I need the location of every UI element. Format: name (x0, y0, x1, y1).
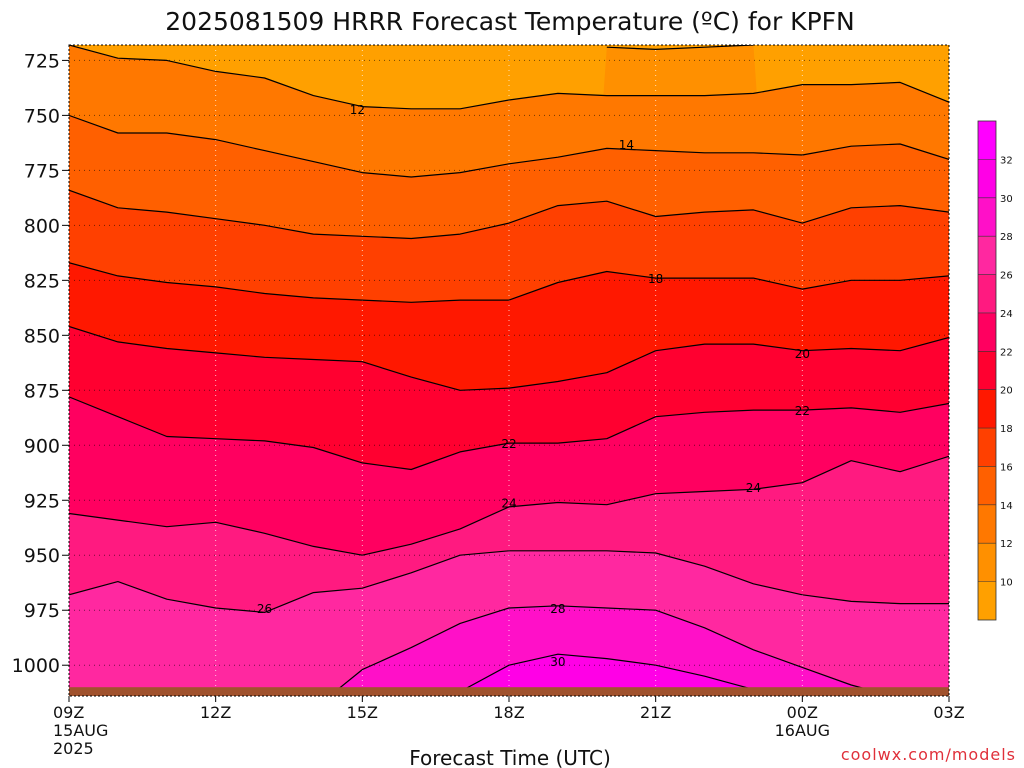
y-tick-label-775: 775 (24, 160, 60, 182)
colorbar-band-12 (978, 121, 996, 160)
isotherm-24 (69, 455, 949, 556)
colorbar-band-4 (978, 428, 996, 467)
y-tick-label-1000: 1000 (12, 655, 60, 677)
colorbar-band-7 (978, 312, 996, 352)
contour-label-26: 26 (257, 602, 272, 616)
isotherm-10 (606, 45, 754, 50)
y-tick-label-900: 900 (24, 435, 60, 457)
isotherm-22 (69, 396, 949, 471)
contour-label-18: 18 (648, 272, 663, 286)
colorbar-label-20: 20 (1000, 386, 1013, 397)
grid-layer (69, 45, 949, 696)
colorbar-label-30: 30 (1000, 194, 1013, 205)
watermark-text: coolwx.com/models (841, 745, 1016, 764)
colorbar-label-32: 32 (1000, 155, 1013, 166)
x-tick-label-6-0: 15Z (347, 703, 378, 722)
x-tick-label-9-0: 18Z (493, 703, 524, 722)
isotherm-14 (69, 114, 949, 178)
colorbar-band-2 (978, 504, 996, 544)
y-tick-label-825: 825 (24, 270, 60, 292)
contour-label-30: 30 (550, 655, 565, 669)
y-tick-label-725: 725 (24, 50, 60, 72)
isotherm-26 (69, 550, 949, 613)
contour-label-layer: 12 14 18 20 22 22 24 24 26 28 30 (257, 103, 810, 669)
chart-title: 2025081509 HRRR Forecast Temperature (ºC… (165, 7, 854, 36)
colorbar-band-6 (978, 351, 996, 390)
y-tick-label-850: 850 (24, 325, 60, 347)
colorbar-label-26: 26 (1000, 271, 1013, 282)
temperature-band-above-30 (455, 654, 778, 696)
colorbar-label-12: 12 (1000, 539, 1013, 550)
y-tick-label-800: 800 (24, 215, 60, 237)
isotherm-16 (69, 189, 949, 240)
colorbar-band-3 (978, 466, 996, 505)
y-axis: 725 750 775 800 825 850 875 900 925 950 975 1000 (12, 50, 69, 677)
y-tick-label-750: 750 (24, 105, 60, 127)
x-tick-label-15-1: 16AUG (775, 721, 830, 740)
isotherm-12 (69, 45, 949, 110)
ground-surface (69, 687, 949, 696)
contour-label-14: 14 (619, 138, 634, 152)
colorbar-label-24: 24 (1000, 309, 1013, 320)
isotherm-20 (69, 325, 949, 391)
y-tick-label-950: 950 (24, 545, 60, 567)
ground-layer (69, 687, 949, 696)
colorbar-label-10: 10 (1000, 578, 1013, 589)
plot-area: 12 14 18 20 22 22 24 24 26 28 30 (69, 45, 949, 696)
contour-label-12: 12 (350, 103, 365, 117)
x-tick-label-0-2: 2025 (53, 739, 94, 758)
x-tick-label-12-0: 21Z (640, 703, 671, 722)
x-tick-label-0-0: 09Z (53, 703, 84, 722)
contour-label-28: 28 (550, 602, 565, 616)
isotherm-layer (69, 45, 949, 696)
colorbar-band-5 (978, 389, 996, 429)
colorbar-label-14: 14 (1000, 501, 1013, 512)
temperature-fill-layer (69, 45, 949, 696)
x-tick-label-0-1: 15AUG (53, 721, 108, 740)
contour-label-24: 24 (746, 481, 761, 495)
colorbar-frame (977, 120, 997, 621)
colorbar-label-22: 22 (1000, 347, 1013, 358)
y-tick-label-925: 925 (24, 490, 60, 512)
contour-label-22: 22 (501, 437, 516, 451)
x-tick-label-15-0: 00Z (787, 703, 818, 722)
colorbar-band-11 (978, 159, 996, 198)
x-axis-label: Forecast Time (UTC) (409, 746, 611, 768)
colorbar-label-18: 18 (1000, 424, 1013, 435)
y-tick-label-975: 975 (24, 600, 60, 622)
x-tick-label-3-0: 12Z (200, 703, 231, 722)
temperature-band-above-28 (329, 605, 892, 696)
y-tick-label-875: 875 (24, 380, 60, 402)
colorbar-band-8 (978, 274, 996, 313)
colorbar: 10 12 14 16 18 20 22 24 26 28 30 32 (977, 120, 1013, 621)
isotherm-18 (69, 262, 949, 303)
plot-frame (68, 44, 950, 697)
colorbar-band-1 (978, 543, 996, 582)
isotherm-28 (328, 605, 895, 696)
contour-label-24: 24 (501, 496, 516, 510)
colorbar-band-10 (978, 197, 996, 237)
isotherm-30 (459, 653, 781, 696)
colorbar-label-16: 16 (1000, 462, 1013, 473)
colorbar-band-0 (978, 581, 996, 620)
contour-label-20: 20 (795, 347, 810, 361)
colorbar-label-28: 28 (1000, 232, 1013, 243)
x-tick-label-18-0: 03Z (933, 703, 964, 722)
colorbar-band-9 (978, 236, 996, 275)
contour-label-22: 22 (795, 404, 810, 418)
